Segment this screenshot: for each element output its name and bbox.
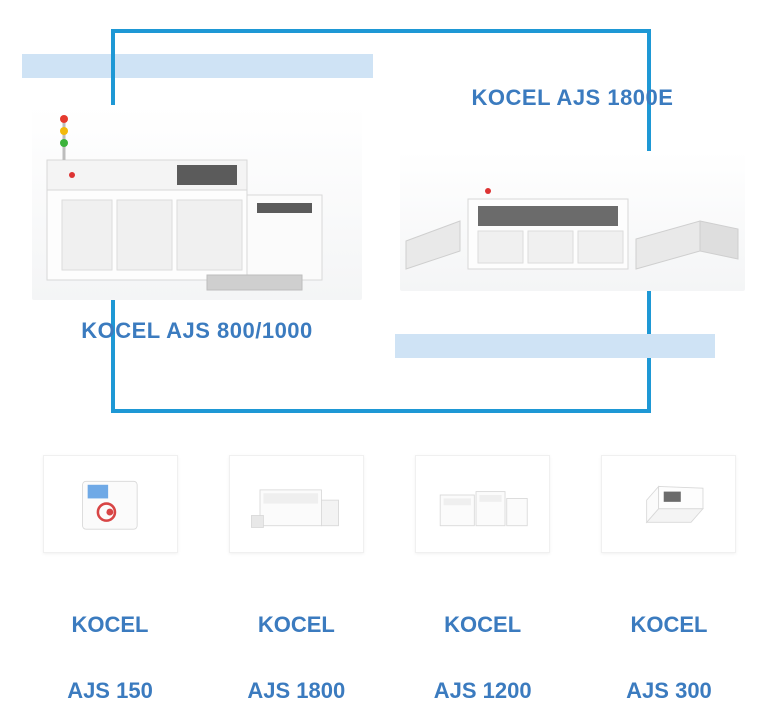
thumb-ajs-1200[interactable]: KOCEL AJS 1200 (403, 455, 563, 707)
thumb-image-ajs-150 (43, 455, 178, 553)
thumb-image-ajs-1200 (415, 455, 550, 553)
thumb-image-ajs-300 (601, 455, 736, 553)
product-image-ajs-800-1000 (32, 105, 362, 300)
thumb-ajs-150[interactable]: KOCEL AJS 150 (30, 455, 190, 707)
thumb-model: AJS 300 (626, 678, 712, 703)
thumb-image-ajs-1800 (229, 455, 364, 553)
thumb-ajs-1800[interactable]: KOCEL AJS 1800 (216, 455, 376, 707)
thumb-ajs-300[interactable]: KOCEL AJS 300 (589, 455, 749, 707)
featured-right-title: KOCEL AJS 1800E (472, 85, 674, 111)
thumb-brand: KOCEL (72, 612, 149, 637)
thumb-brand: KOCEL (444, 612, 521, 637)
thumb-label: KOCEL AJS 1800 (247, 575, 345, 707)
featured-product-left[interactable]: KOCEL AJS 800/1000 (22, 105, 372, 344)
thumb-label: KOCEL AJS 150 (67, 575, 153, 707)
accent-bar-bottom (395, 334, 715, 358)
thumb-label: KOCEL AJS 1200 (434, 575, 532, 707)
thumb-label: KOCEL AJS 300 (626, 575, 712, 707)
thumb-brand: KOCEL (258, 612, 335, 637)
thumb-model: AJS 1800 (247, 678, 345, 703)
product-thumbnails: KOCEL AJS 150 KOCEL AJS 1800 (30, 455, 749, 707)
thumb-model: AJS 1200 (434, 678, 532, 703)
featured-product-right[interactable]: KOCEL AJS 1800E (395, 85, 750, 291)
thumb-model: AJS 150 (67, 678, 153, 703)
featured-left-title: KOCEL AJS 800/1000 (81, 318, 313, 344)
product-image-ajs-1800e (400, 151, 745, 291)
thumb-brand: KOCEL (630, 612, 707, 637)
